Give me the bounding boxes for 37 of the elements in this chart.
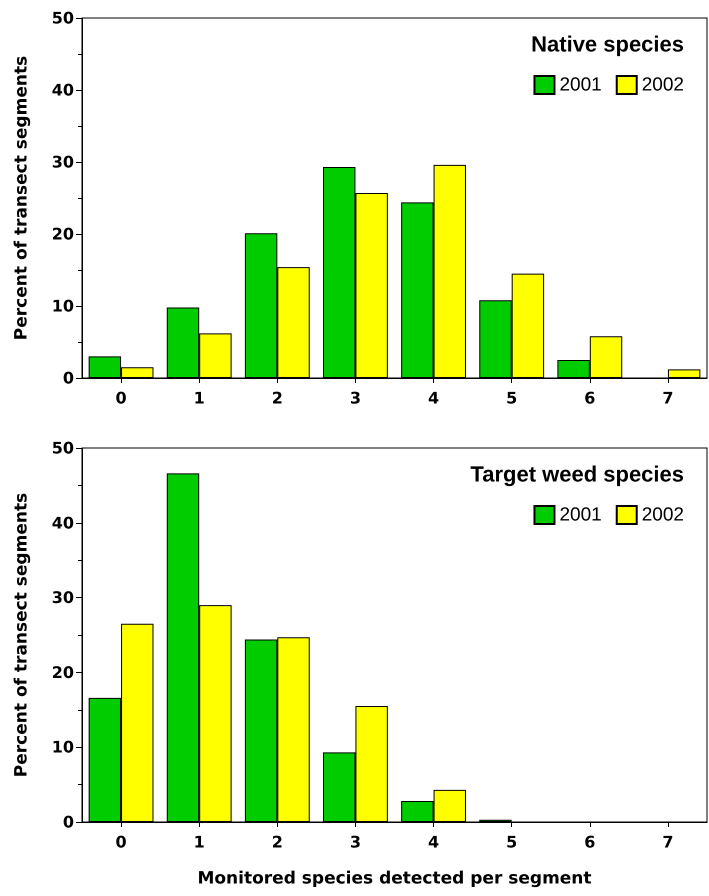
y-axis-title: Percent of transect segments — [12, 56, 32, 340]
y-tick-label: 20 — [52, 662, 74, 682]
x-tick-label: 3 — [350, 388, 362, 408]
legend-label: 2001 — [559, 504, 602, 526]
y-tick-label: 10 — [52, 738, 74, 757]
legend-label: 2002 — [642, 74, 684, 96]
x-tick-label: 7 — [662, 388, 674, 408]
legend-title: Native species — [531, 32, 684, 56]
y-axis-title: Percent of transect segments — [12, 492, 32, 778]
x-tick-label: 1 — [194, 832, 205, 852]
y-tick-label: 0 — [62, 368, 74, 388]
y-tick-label: 40 — [52, 80, 74, 100]
y-tick-label: 40 — [52, 513, 74, 532]
y-tick-label: 20 — [52, 224, 74, 244]
x-tick-label: 0 — [115, 388, 127, 408]
x-tick-label: 5 — [506, 832, 518, 852]
x-tick-label: 6 — [584, 388, 596, 408]
x-tick-label: 2 — [272, 388, 283, 408]
y-tick-label: 30 — [52, 588, 74, 608]
x-tick-label: 2 — [272, 832, 283, 852]
x-tick-label: 0 — [115, 832, 127, 852]
x-tick-label: 1 — [194, 388, 205, 408]
x-tick-label: 4 — [428, 832, 440, 852]
x-tick-label: 5 — [506, 388, 518, 408]
x-tick-label: 4 — [428, 388, 440, 408]
legend-title: Target weed species — [470, 462, 684, 486]
x-tick-label: 6 — [584, 832, 596, 852]
y-tick-label: 30 — [52, 152, 74, 172]
legend-label: 2002 — [642, 504, 684, 526]
y-tick-label: 50 — [52, 8, 74, 28]
y-tick-label: 50 — [52, 438, 74, 458]
legend-label: 2001 — [559, 74, 602, 96]
y-tick-label: 0 — [62, 812, 74, 832]
x-tick-label: 3 — [350, 832, 362, 852]
x-axis-title: Monitored species detected per segment — [197, 868, 592, 888]
x-tick-label: 7 — [662, 832, 674, 852]
y-tick-label: 10 — [52, 296, 74, 316]
